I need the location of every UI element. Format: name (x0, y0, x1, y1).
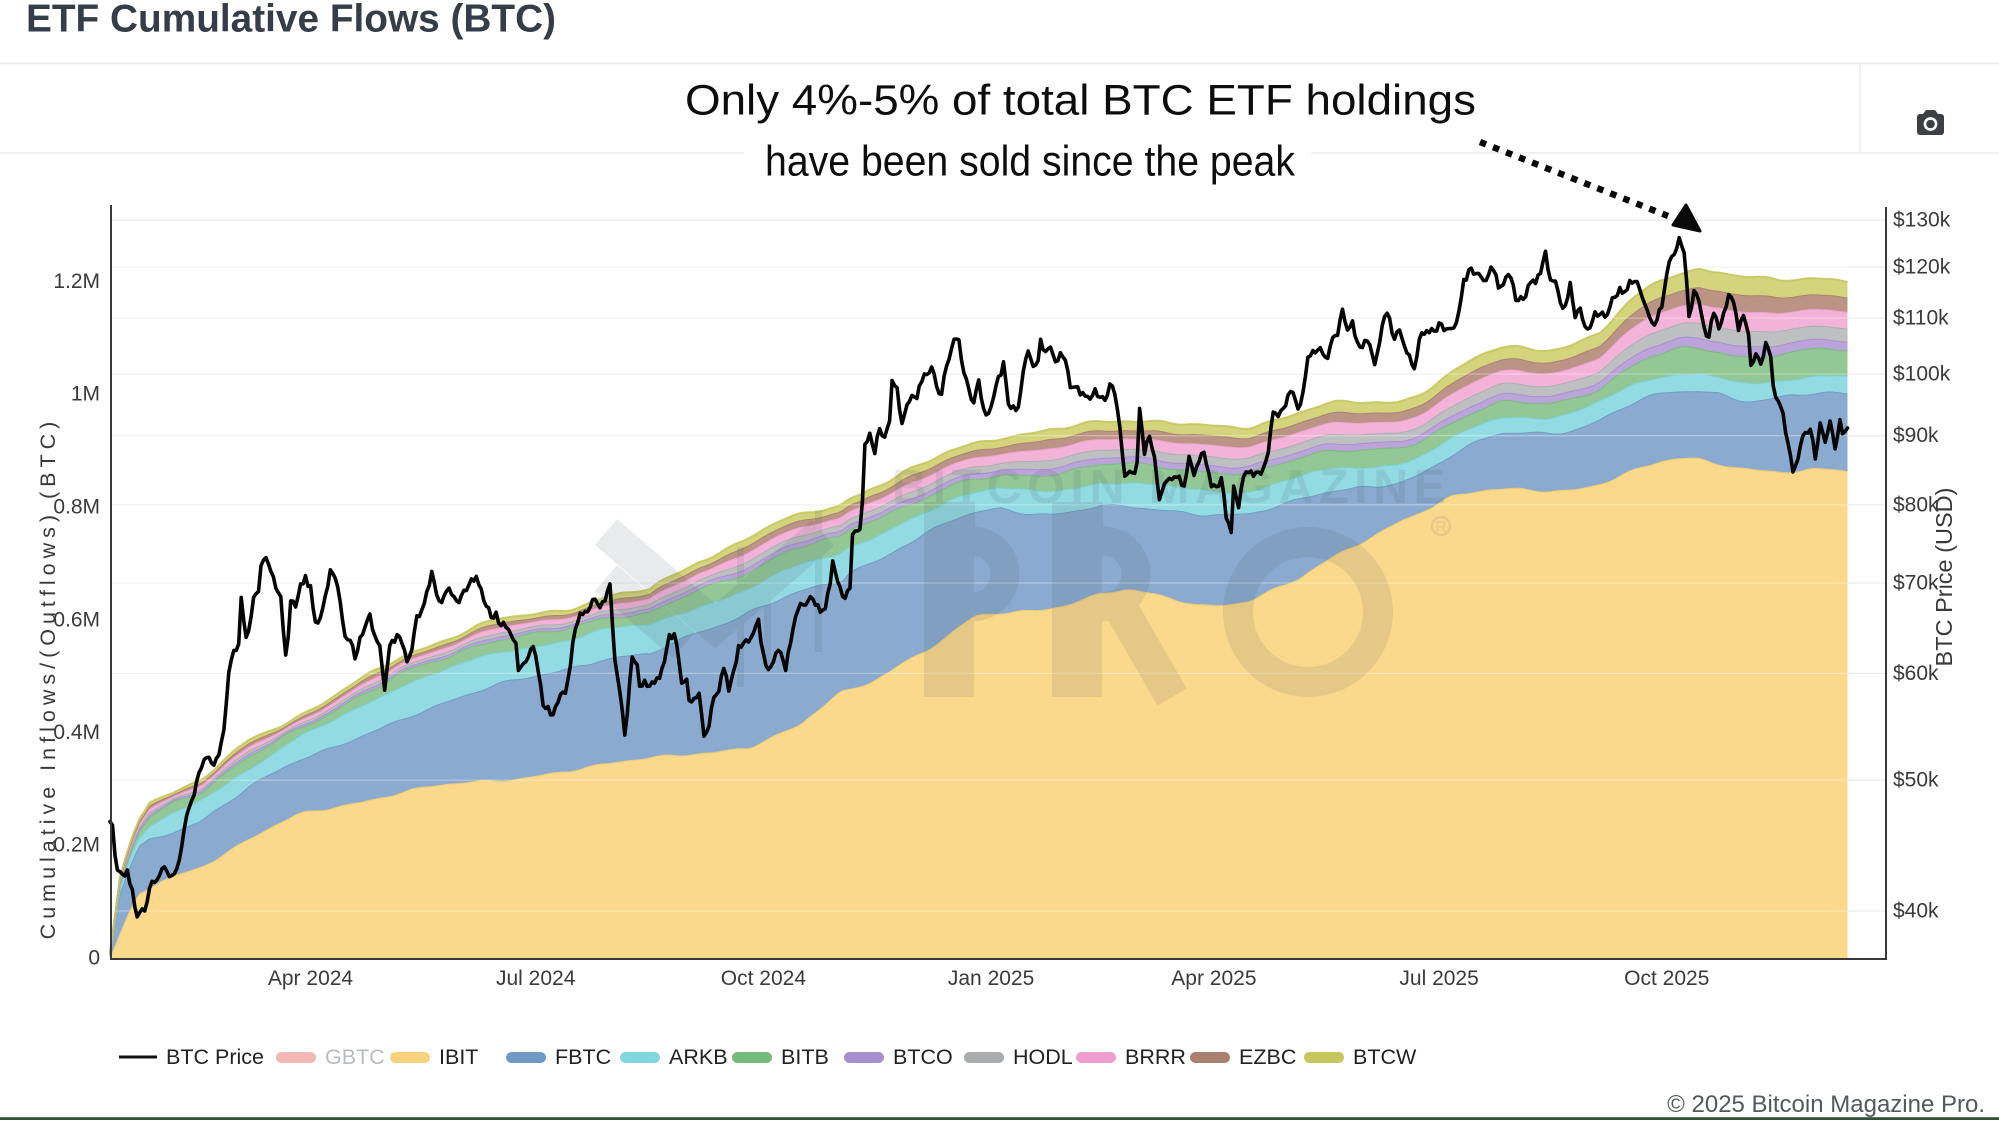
svg-text:Jul 2025: Jul 2025 (1399, 967, 1478, 990)
svg-text:BTC Price: BTC Price (166, 1045, 264, 1069)
svg-text:Apr 2025: Apr 2025 (1171, 967, 1256, 990)
svg-text:Only 4%-5% of total BTC ETF ho: Only 4%-5% of total BTC ETF holdings (685, 78, 1476, 125)
svg-text:Cumulative Inflows/(Outflows): Cumulative Inflows/(Outflows) (BTC) (36, 417, 60, 940)
svg-text:$80k: $80k (1893, 493, 1939, 516)
svg-text:$60k: $60k (1893, 662, 1939, 685)
svg-text:Oct 2025: Oct 2025 (1624, 967, 1709, 990)
svg-text:$50k: $50k (1893, 769, 1939, 792)
svg-text:0: 0 (88, 947, 100, 970)
svg-text:Apr 2024: Apr 2024 (268, 967, 354, 990)
svg-text:0.2M: 0.2M (53, 834, 100, 857)
svg-text:0.4M: 0.4M (53, 721, 100, 744)
svg-text:1M: 1M (71, 383, 100, 406)
svg-text:FBTC: FBTC (555, 1045, 611, 1069)
svg-text:BTC Price (USD): BTC Price (USD) (1931, 488, 1957, 667)
svg-text:0.8M: 0.8M (53, 496, 100, 519)
svg-text:Jul 2024: Jul 2024 (496, 967, 576, 990)
svg-text:R: R (1435, 519, 1447, 536)
svg-text:BTCW: BTCW (1353, 1045, 1417, 1069)
svg-text:$100k: $100k (1893, 363, 1951, 386)
svg-text:$90k: $90k (1893, 424, 1939, 447)
svg-text:BTCO: BTCO (893, 1045, 953, 1069)
svg-text:ARKB: ARKB (669, 1045, 728, 1069)
svg-text:Oct 2024: Oct 2024 (721, 967, 807, 990)
svg-text:$40k: $40k (1893, 900, 1939, 923)
svg-text:HODL: HODL (1013, 1045, 1073, 1069)
svg-text:BITB: BITB (781, 1045, 829, 1069)
svg-text:$120k: $120k (1893, 256, 1951, 279)
svg-text:0.6M: 0.6M (53, 608, 100, 631)
svg-text:© 2025 Bitcoin Magazine Pro.: © 2025 Bitcoin Magazine Pro. (1667, 1091, 1985, 1118)
svg-text:GBTC: GBTC (325, 1045, 385, 1069)
svg-text:$110k: $110k (1893, 307, 1949, 330)
svg-text:IBIT: IBIT (439, 1045, 478, 1069)
svg-text:$130k: $130k (1893, 209, 1951, 232)
svg-text:EZBC: EZBC (1239, 1045, 1296, 1069)
svg-text:ETF Cumulative Flows (BTC): ETF Cumulative Flows (BTC) (26, 0, 556, 41)
svg-text:1.2M: 1.2M (53, 270, 100, 293)
svg-text:Jan 2025: Jan 2025 (948, 967, 1034, 990)
svg-text:BITCOIN MAGAZINE: BITCOIN MAGAZINE (892, 460, 1452, 514)
svg-text:BRRR: BRRR (1125, 1045, 1186, 1069)
svg-text:have been sold since the peak: have been sold since the peak (765, 139, 1296, 186)
svg-text:$70k: $70k (1893, 572, 1939, 595)
